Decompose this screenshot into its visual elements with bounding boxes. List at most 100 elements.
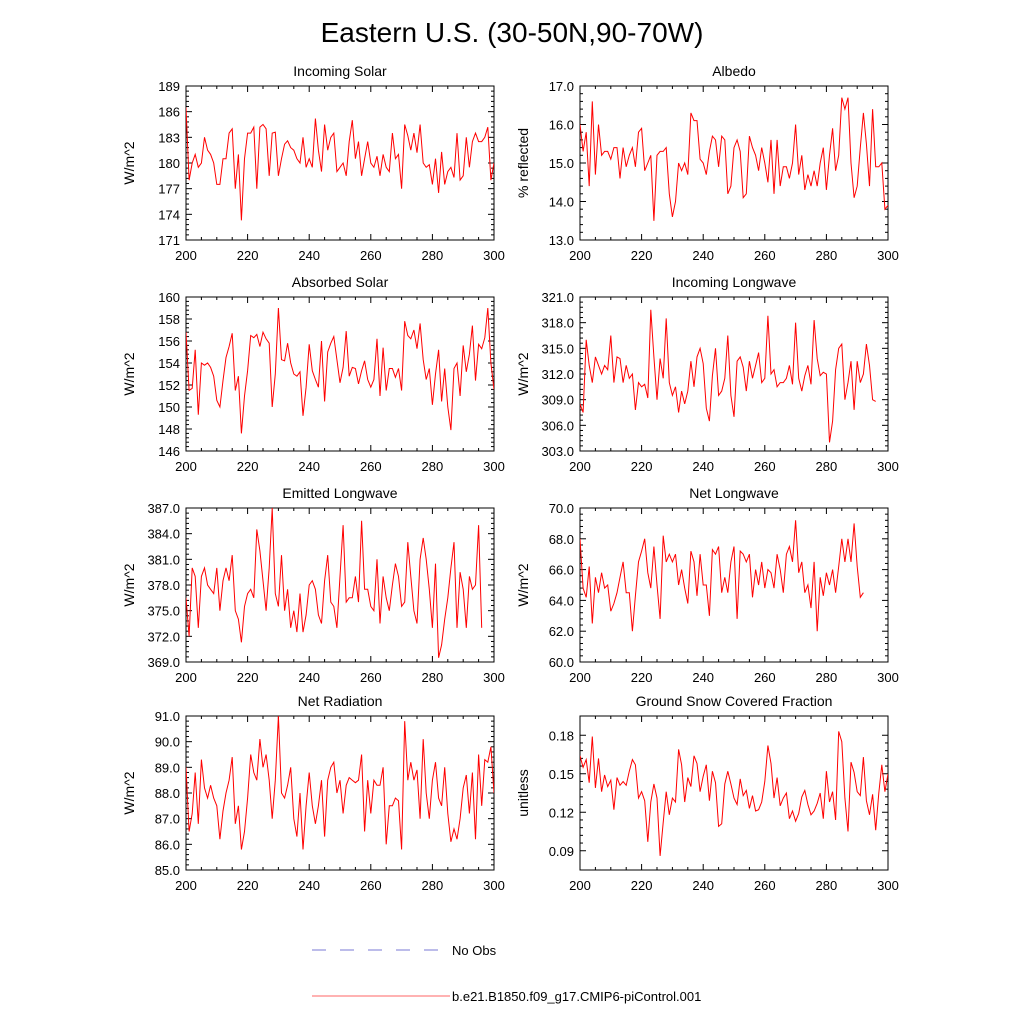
x-tick-label: 240 (692, 248, 714, 263)
y-tick-label: 186 (158, 105, 180, 120)
x-tick-label: 240 (692, 459, 714, 474)
y-tick-label: 62.0 (549, 624, 574, 639)
plot-frame (185, 85, 495, 241)
plot-frame (579, 715, 889, 871)
series-line (186, 716, 494, 850)
series-line (580, 97, 888, 221)
x-tick-label: 240 (692, 670, 714, 685)
y-tick-label: 154 (158, 356, 180, 371)
y-axis-label: unitless (515, 769, 531, 816)
y-tick-label: 156 (158, 334, 180, 349)
y-tick-label: 171 (158, 233, 180, 248)
plot-frame (579, 507, 889, 663)
y-tick-label: 321.0 (541, 290, 574, 305)
x-tick-label: 300 (483, 670, 505, 685)
y-tick-label: 152 (158, 378, 180, 393)
y-tick-label: 148 (158, 422, 180, 437)
x-tick-label: 240 (298, 459, 320, 474)
x-tick-label: 280 (816, 248, 838, 263)
panel-title: Net Radiation (298, 693, 383, 709)
panel-absorbed-solar: Absorbed Solar 200 220 240 260 280 300 146 148 15… (121, 274, 505, 474)
x-tick-label: 260 (754, 670, 776, 685)
x-tick-label: 200 (569, 878, 591, 893)
y-tick-label: 158 (158, 312, 180, 327)
y-axis-label: W/m^2 (515, 563, 531, 606)
y-axis-label: W/m^2 (121, 771, 137, 814)
x-tick-label: 200 (175, 670, 197, 685)
series-line (186, 508, 483, 658)
y-tick-label: 13.0 (549, 233, 574, 248)
y-tick-label: 387.0 (147, 501, 180, 516)
panel-net-longwave: Net Longwave 200 220 240 260 280 300 60.0 62.0 64… (515, 485, 899, 685)
panel-incoming-solar: Incoming Solar 200 220 240 260 280 300 171 174 17… (121, 63, 505, 263)
y-tick-label: 180 (158, 156, 180, 171)
y-tick-label: 0.18 (549, 728, 574, 743)
panels: Incoming Solar 200 220 240 260 280 300 171 174 17… (121, 63, 899, 893)
panel-albedo: Albedo 200 220 240 260 280 300 13.0 14.0 15.0 16.0… (515, 63, 899, 263)
plot-frame (185, 296, 495, 452)
y-tick-label: 0.15 (549, 767, 574, 782)
y-tick-label: 86.0 (155, 837, 180, 852)
series-line (186, 307, 494, 434)
x-tick-label: 280 (422, 459, 444, 474)
y-tick-label: 318.0 (541, 316, 574, 331)
x-tick-label: 280 (422, 248, 444, 263)
series-line (580, 309, 876, 443)
y-tick-label: 378.0 (147, 578, 180, 593)
plot-frame (579, 296, 889, 452)
x-tick-label: 260 (360, 248, 382, 263)
x-tick-label: 220 (237, 878, 259, 893)
x-tick-label: 300 (877, 878, 899, 893)
y-tick-label: 90.0 (155, 735, 180, 750)
x-tick-label: 280 (816, 670, 838, 685)
legend-model-label: b.e21.B1850.f09_g17.CMIP6-piControl.001 (452, 989, 701, 1004)
y-tick-label: 64.0 (549, 593, 574, 608)
panel-title: Incoming Solar (293, 63, 387, 79)
plot-frame (185, 715, 495, 871)
series-line (186, 107, 494, 221)
y-tick-label: 60.0 (549, 655, 574, 670)
y-tick-label: 369.0 (147, 655, 180, 670)
y-tick-label: 150 (158, 400, 180, 415)
x-tick-label: 300 (877, 459, 899, 474)
x-tick-label: 220 (631, 459, 653, 474)
figure-title: Eastern U.S. (30-50N,90-70W) (321, 17, 704, 48)
y-tick-label: 375.0 (147, 604, 180, 619)
x-tick-label: 200 (175, 878, 197, 893)
x-tick-label: 220 (631, 670, 653, 685)
plot-frame (579, 85, 889, 241)
y-tick-label: 15.0 (549, 156, 574, 171)
x-tick-label: 220 (631, 248, 653, 263)
y-tick-label: 0.12 (549, 805, 574, 820)
x-tick-label: 220 (237, 248, 259, 263)
x-tick-label: 220 (237, 459, 259, 474)
x-tick-label: 240 (298, 670, 320, 685)
panel-title: Albedo (712, 63, 756, 79)
x-tick-label: 240 (298, 878, 320, 893)
y-axis-label: W/m^2 (121, 352, 137, 395)
y-tick-label: 309.0 (541, 393, 574, 408)
x-tick-label: 300 (877, 670, 899, 685)
panel-title: Incoming Longwave (672, 274, 797, 290)
series-line (580, 520, 864, 632)
y-tick-label: 312.0 (541, 367, 574, 382)
x-tick-label: 200 (569, 459, 591, 474)
y-tick-label: 174 (158, 207, 180, 222)
y-tick-label: 0.09 (549, 844, 574, 859)
legend: No Obs b.e21.B1850.f09_g17.CMIP6-piContr… (312, 943, 701, 1004)
x-tick-label: 260 (360, 459, 382, 474)
x-tick-label: 260 (754, 878, 776, 893)
panel-net-radiation: Net Radiation 200 220 240 260 280 300 85.0 86.0 8… (121, 693, 505, 893)
y-tick-label: 88.0 (155, 786, 180, 801)
y-tick-label: 91.0 (155, 709, 180, 724)
panel-incoming-longwave: Incoming Longwave 200 220 240 260 280 300 303.0… (515, 274, 899, 474)
y-tick-label: 89.0 (155, 760, 180, 775)
plot-frame (185, 507, 495, 663)
x-tick-label: 200 (175, 459, 197, 474)
y-axis-label: % reflected (515, 128, 531, 198)
x-tick-label: 220 (631, 878, 653, 893)
y-tick-label: 306.0 (541, 418, 574, 433)
x-tick-label: 280 (816, 459, 838, 474)
panel-emitted-longwave: Emitted Longwave 200 220 240 260 280 300 369.0 3… (121, 485, 505, 685)
